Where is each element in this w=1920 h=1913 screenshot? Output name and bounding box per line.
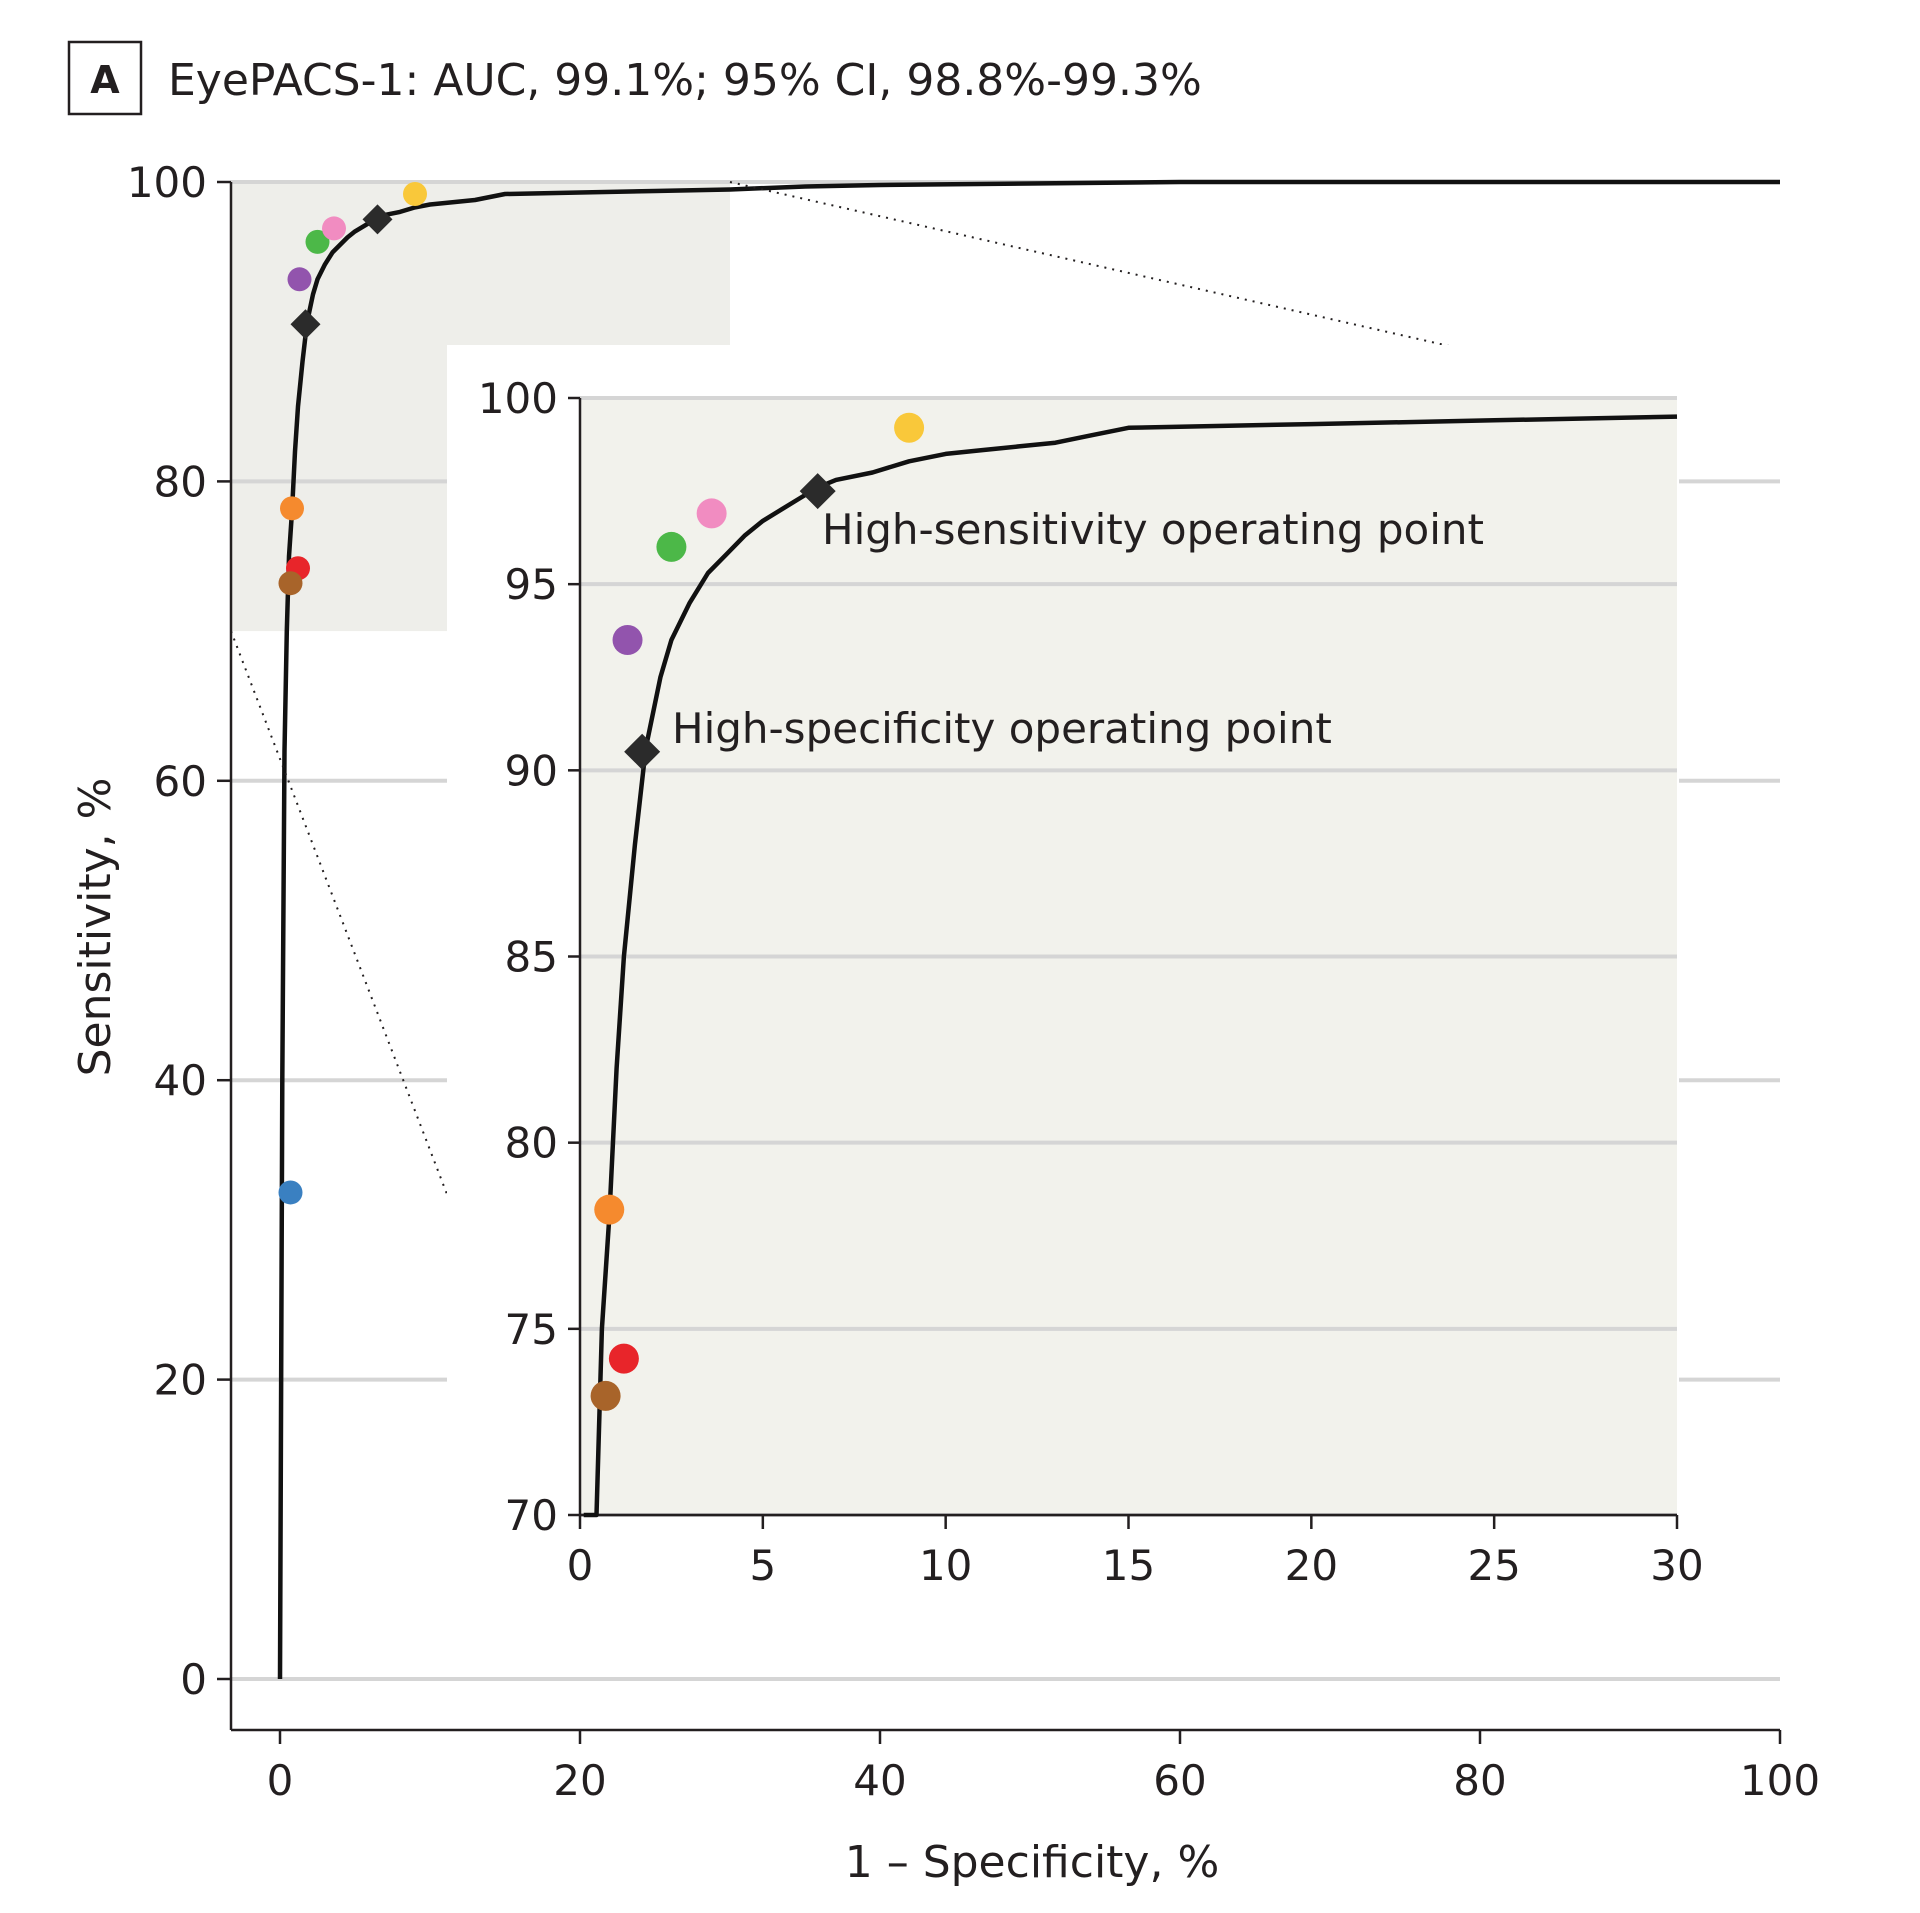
- inset-x-tick-label: 30: [1650, 1541, 1703, 1590]
- main-y-tick-label: 0: [180, 1655, 207, 1704]
- main-point-blue: [278, 1180, 303, 1205]
- main-x-tick-label: 60: [1153, 1756, 1206, 1805]
- inset-y-tick-label: 85: [505, 933, 558, 982]
- main-x-tick-label: 100: [1740, 1756, 1820, 1805]
- main-y-tick-label: 20: [154, 1356, 207, 1405]
- zoom-connector-bottom: [230, 630, 571, 1516]
- inset-y-tick-label: 95: [505, 560, 558, 609]
- inset-roc-curve: [583, 414, 1678, 1518]
- main-y-tick-label: 40: [154, 1056, 207, 1105]
- main-point-pink: [322, 216, 346, 241]
- inset-y-tick-label: 80: [505, 1119, 558, 1168]
- inset-data-points: [590, 412, 925, 1411]
- inset-point-orange: [594, 1194, 625, 1225]
- inset-x-tick-label: 15: [1102, 1541, 1155, 1590]
- inset-high-specificity-point: [624, 733, 661, 770]
- inset-x-tick-label: 10: [919, 1541, 972, 1590]
- chart-title: EyePACS-1: AUC, 99.1%; 95% CI, 98.8%-99.…: [168, 55, 1202, 106]
- inset-x-tick-label: 25: [1467, 1541, 1520, 1590]
- main-y-tick-label: 100: [127, 158, 207, 207]
- inset-y-tick-label: 90: [505, 746, 558, 795]
- main-point-green: [305, 229, 330, 254]
- inset-point-pink: [696, 498, 727, 529]
- inset-point-green: [656, 531, 687, 562]
- inset-point-purple: [612, 625, 643, 656]
- inset-y-tick-label: 100: [478, 374, 558, 423]
- main-point-yellow: [403, 181, 427, 206]
- inset-point-yellow: [894, 412, 925, 443]
- main-x-tick-label: 40: [853, 1756, 906, 1805]
- inset-roc-curve-layer: [583, 414, 1678, 1518]
- panel-letter: A: [90, 58, 120, 102]
- inset-x-tick-label: 5: [749, 1541, 776, 1590]
- main-point-purple: [287, 267, 312, 292]
- main-high-sensitivity-point: [362, 204, 393, 235]
- inset-tick-labels: 70 75 80 85 90 95 100 0 5 10 15 20 25 30: [478, 374, 1704, 1590]
- y-axis-title: Sensitivity, %: [70, 778, 121, 1077]
- inset-x-tick-label: 20: [1285, 1541, 1338, 1590]
- main-y-tick-label: 80: [154, 457, 207, 506]
- main-x-tick-label: 0: [267, 1756, 294, 1805]
- high-sensitivity-label: High-sensitivity operating point: [822, 505, 1484, 554]
- main-data-points: [278, 181, 427, 1205]
- inset-point-brown: [590, 1380, 621, 1411]
- main-y-tick-label: 60: [154, 757, 207, 806]
- main-high-specificity-point: [290, 309, 321, 340]
- panel-letter-box: [67, 40, 143, 116]
- inset-point-red: [608, 1343, 639, 1374]
- inset-y-tick-label: 70: [505, 1491, 558, 1540]
- main-axes: [217, 180, 1782, 1744]
- main-x-tick-label: 80: [1453, 1756, 1506, 1805]
- inset-axes: [568, 396, 1679, 1529]
- inset-y-tick-label: 75: [505, 1305, 558, 1354]
- inset-high-sensitivity-point: [799, 473, 836, 510]
- main-x-tick-label: 20: [553, 1756, 606, 1805]
- main-point-brown: [278, 571, 303, 596]
- high-specificity-label: High-specificity operating point: [672, 704, 1332, 753]
- main-point-orange: [280, 496, 304, 521]
- inset-x-tick-label: 0: [567, 1541, 594, 1590]
- x-axis-title: 1 – Specificity, %: [845, 1837, 1220, 1888]
